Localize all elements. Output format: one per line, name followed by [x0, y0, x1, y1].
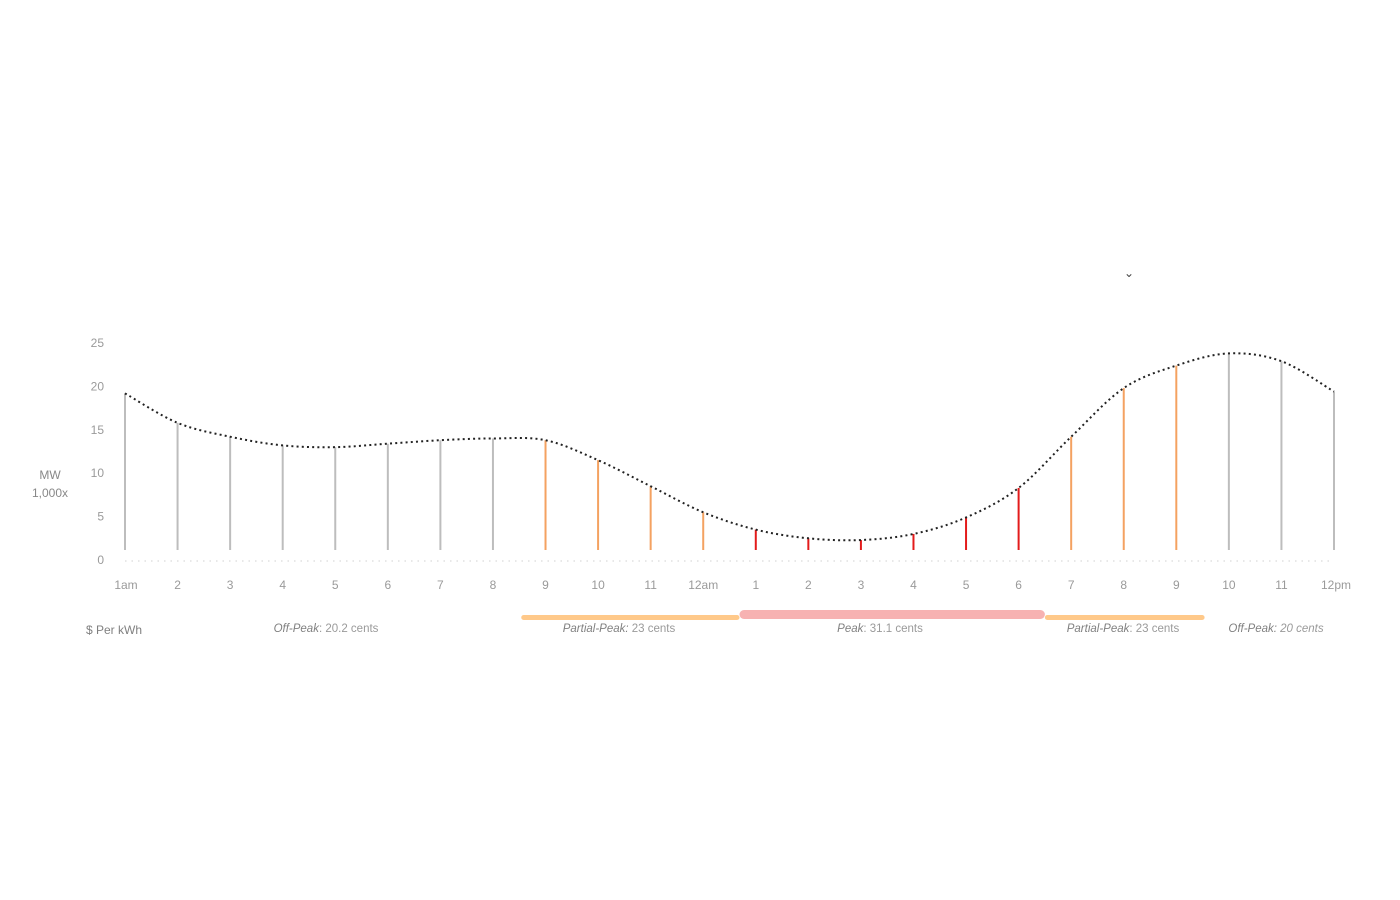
- rate-value: 23 cents: [628, 623, 676, 635]
- x-tick-label: 3: [858, 578, 865, 592]
- rate-label-offpeak-2: Off-Peak: 20 cents: [1228, 623, 1323, 635]
- rate-label-peak: Peak: 31.1 cents: [837, 623, 923, 635]
- rate-name: Peak: [837, 623, 864, 635]
- y-axis-label-line1: MW: [39, 468, 61, 482]
- x-tick-label: 7: [1068, 578, 1075, 592]
- rate-value: 31.1 cents: [866, 623, 923, 635]
- x-tick-label: 3: [227, 578, 234, 592]
- y-tick-label: 5: [97, 510, 104, 524]
- rate-value: 20 cents: [1276, 623, 1324, 635]
- rate-label-offpeak-1: Off-Peak: 20.2 cents: [274, 623, 379, 635]
- x-tick-label: 4: [910, 578, 917, 592]
- x-tick-label: 7: [437, 578, 444, 592]
- rate-name: Off-Peak:: [1228, 623, 1277, 635]
- x-tick-label: 8: [1120, 578, 1127, 592]
- rate-value: 23 cents: [1132, 623, 1180, 635]
- x-tick-label: 8: [490, 578, 497, 592]
- partial-peak-bar: [521, 615, 740, 620]
- hour-bars: [124, 353, 1335, 550]
- y-tick-label: 25: [91, 336, 105, 350]
- x-tick-label: 6: [384, 578, 391, 592]
- x-tick-label: 5: [963, 578, 970, 592]
- rate-sep: :: [863, 623, 867, 635]
- partial-peak-bar: [1044, 615, 1205, 620]
- x-tick-label: 1: [752, 578, 759, 592]
- x-tick-label: 12am: [688, 578, 718, 592]
- x-axis-ticks: 1am 2 3 4 5 6 7 8 9 10 11 12am 1 2 3 4 5 6 7 8 9 10 11 12pm: [114, 578, 1351, 592]
- x-tick-label: 5: [332, 578, 339, 592]
- x-tick-label: 11: [644, 578, 657, 592]
- y-tick-label: 0: [97, 553, 104, 567]
- rate-name: Partial-Peak: [1066, 623, 1130, 635]
- x-tick-label: 9: [542, 578, 549, 592]
- rate-sep: :: [318, 623, 323, 635]
- rate-period-bars: [521, 610, 1205, 620]
- chevron-down-icon[interactable]: ⌄: [1123, 266, 1135, 280]
- x-tick-label: 2: [174, 578, 181, 592]
- x-tick-label: 11: [1275, 578, 1288, 592]
- unit-label: $ Per kWh: [86, 623, 143, 637]
- x-tick-label: 2: [805, 578, 812, 592]
- demand-curve: [124, 352, 1335, 542]
- rate-label-partial-2: Partial-Peak: 23 cents: [1067, 623, 1180, 635]
- x-tick-label: 12pm: [1321, 578, 1351, 592]
- peak-bar: [739, 610, 1045, 619]
- rate-name: Partial-Peak:: [562, 623, 629, 635]
- y-axis-label-line2: 1,000x: [32, 486, 68, 500]
- y-axis-ticks: 0 5 10 15 20 25: [91, 336, 105, 567]
- rate-label-partial-1: Partial-Peak: 23 cents: [563, 623, 676, 635]
- rate-sep: :: [1129, 623, 1133, 635]
- rate-value: 20.2 cents: [322, 623, 379, 635]
- y-tick-label: 10: [91, 466, 105, 480]
- x-tick-label: 10: [1222, 578, 1236, 592]
- y-tick-label: 15: [91, 423, 105, 437]
- x-tick-label: 9: [1173, 578, 1180, 592]
- x-tick-label: 6: [1015, 578, 1022, 592]
- x-tick-label: 10: [591, 578, 605, 592]
- x-tick-label: 4: [279, 578, 286, 592]
- rate-name: Off-Peak: [273, 623, 319, 635]
- x-tick-label: 1am: [114, 578, 137, 592]
- y-tick-label: 20: [91, 379, 105, 393]
